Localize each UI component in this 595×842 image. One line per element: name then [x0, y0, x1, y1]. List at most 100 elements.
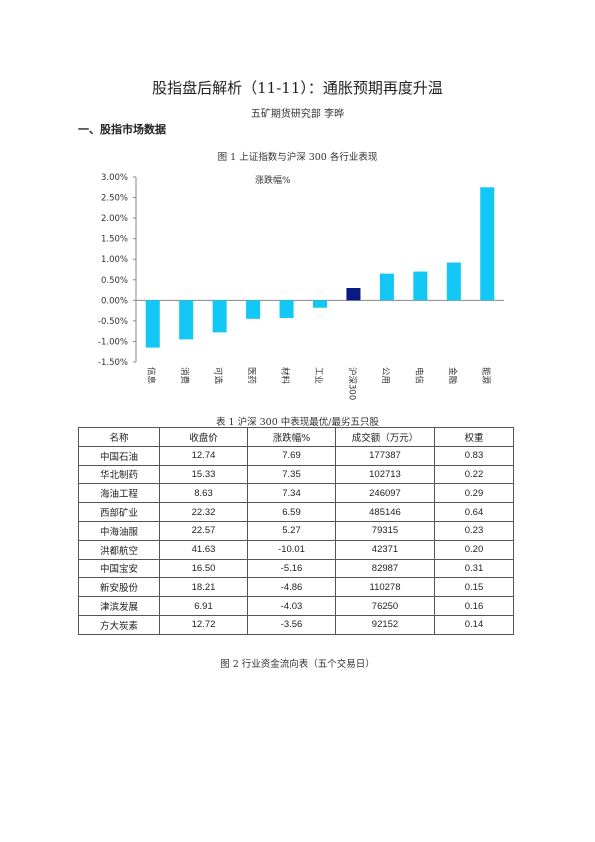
section-heading: 一、股指市场数据	[78, 123, 166, 136]
bar	[346, 288, 361, 301]
cell-close: 41.63	[159, 539, 248, 560]
cell-name: 中国宝安	[78, 558, 160, 579]
table-body: 中国石油 12.74 7.69 177387 0.83 华北制药 15.33 7.35 1027…	[78, 445, 514, 635]
bar	[379, 273, 394, 301]
cell-name: 洪都航空	[78, 539, 160, 560]
bar	[480, 187, 495, 301]
cell-name: 中海油服	[78, 520, 160, 541]
cell-close: 12.74	[159, 445, 248, 466]
header-weight: 权重	[434, 427, 514, 447]
y-tick-label: 0.50%	[101, 276, 128, 286]
bar	[179, 300, 194, 340]
cell-close: 12.72	[159, 614, 248, 635]
table-row: 海油工程 8.63 7.34 246097 0.29	[78, 483, 514, 504]
header-change: 涨跌幅%	[247, 427, 336, 447]
cell-turnover: 177387	[335, 445, 435, 466]
table-row: 方大炭素 12.72 -3.56 92152 0.14	[78, 614, 514, 635]
cell-close: 8.63	[159, 483, 248, 504]
cell-weight: 0.14	[434, 614, 514, 635]
y-tick-label: 3.00%	[101, 173, 128, 183]
cell-weight: 0.22	[434, 464, 514, 485]
y-tick-label: 2.00%	[101, 214, 128, 224]
bar	[312, 300, 328, 308]
header-turnover: 成交额（万元）	[335, 427, 435, 447]
author-line: 五矿期货研究部 李晔	[250, 109, 345, 120]
table-row: 津滨发展 6.91 -4.03 76250 0.16	[78, 596, 514, 616]
cell-turnover: 102713	[335, 464, 435, 485]
category-label: 能源	[480, 367, 491, 385]
cell-change: -10.01	[247, 539, 336, 560]
category-label: 金融	[447, 367, 458, 385]
cell-change: 7.69	[247, 445, 336, 466]
category-label: 公用	[380, 367, 390, 384]
cell-close: 16.50	[159, 558, 248, 579]
bar	[413, 271, 428, 301]
y-tick-label: 1.50%	[101, 235, 128, 245]
cell-change: -5.16	[247, 558, 336, 579]
cell-name: 西部矿业	[78, 502, 160, 522]
table-row: 西部矿业 22.32 6.59 485146 0.64	[78, 502, 514, 522]
cell-close: 22.57	[159, 520, 248, 541]
cell-weight: 0.23	[434, 520, 514, 541]
category-label: 沪深300	[346, 367, 357, 400]
cell-change: 5.27	[247, 520, 336, 541]
category-label: 信息	[146, 367, 157, 385]
cell-change: 7.35	[247, 464, 336, 485]
figure2-caption: 图 2 行业资金流向表（五个交易日）	[220, 659, 375, 670]
cell-weight: 0.20	[434, 539, 514, 560]
cell-close: 18.21	[159, 577, 248, 598]
cell-close: 15.33	[159, 464, 248, 485]
y-tick-label: -1.50%	[98, 358, 128, 368]
category-label: 医药	[246, 367, 257, 384]
category-label: 材料	[280, 367, 291, 385]
y-tick-label: -0.50%	[98, 317, 128, 327]
cell-name: 华北制药	[78, 464, 160, 485]
header-name: 名称	[78, 427, 160, 447]
cell-weight: 0.16	[434, 596, 514, 616]
category-label: 电信	[413, 367, 424, 385]
cell-close: 6.91	[159, 596, 248, 616]
cell-change: -4.86	[247, 577, 336, 598]
cell-name: 中国石油	[78, 445, 160, 466]
table-row: 华北制药 15.33 7.35 102713 0.22	[78, 464, 514, 485]
cell-weight: 0.83	[434, 445, 514, 466]
table-header-row: 名称 收盘价 涨跌幅% 成交额（万元） 权重	[78, 427, 514, 447]
bar	[446, 262, 461, 301]
y-tick-label: 2.50%	[101, 194, 128, 204]
cell-turnover: 485146	[335, 502, 435, 522]
cell-turnover: 92152	[335, 614, 435, 635]
cell-turnover: 79315	[335, 520, 435, 541]
cell-name: 方大炭素	[78, 614, 160, 635]
page-title: 股指盘后解析（11-11）：通胀预期再度升温	[152, 79, 443, 97]
cell-close: 22.32	[159, 502, 248, 522]
cell-name: 新安股份	[78, 577, 160, 598]
table-row: 中国石油 12.74 7.69 177387 0.83	[78, 445, 514, 466]
cell-change: -4.03	[247, 596, 336, 616]
table-row: 新安股份 18.21 -4.86 110278 0.15	[78, 577, 514, 598]
bar	[279, 300, 294, 319]
cell-change: 6.59	[247, 502, 336, 522]
cell-change: -3.56	[247, 614, 336, 635]
category-label: 消费	[179, 367, 190, 385]
chart-legend: 涨跌幅%	[255, 174, 291, 186]
cell-name: 海油工程	[78, 483, 160, 504]
bar	[145, 300, 160, 348]
cell-weight: 0.29	[434, 483, 514, 504]
cell-weight: 0.15	[434, 577, 514, 598]
cell-turnover: 110278	[335, 577, 435, 598]
table-row: 中国宝安 16.50 -5.16 82987 0.31	[78, 558, 514, 579]
y-tick-label: 1.00%	[101, 255, 128, 265]
cell-turnover: 246097	[335, 483, 435, 504]
cell-turnover: 82987	[335, 558, 435, 579]
bar	[212, 300, 227, 333]
category-label: 工业	[313, 367, 324, 384]
table-row: 洪都航空 41.63 -10.01 42371 0.20	[78, 539, 514, 560]
cell-weight: 0.31	[434, 558, 514, 579]
header-close: 收盘价	[159, 427, 248, 447]
cell-change: 7.34	[247, 483, 336, 504]
table-row: 中海油服 22.57 5.27 79315 0.23	[78, 520, 514, 541]
cell-turnover: 42371	[335, 539, 435, 560]
y-tick-label: 0.00%	[101, 296, 128, 306]
cell-turnover: 76250	[335, 596, 435, 616]
category-label: 可选	[213, 367, 224, 385]
